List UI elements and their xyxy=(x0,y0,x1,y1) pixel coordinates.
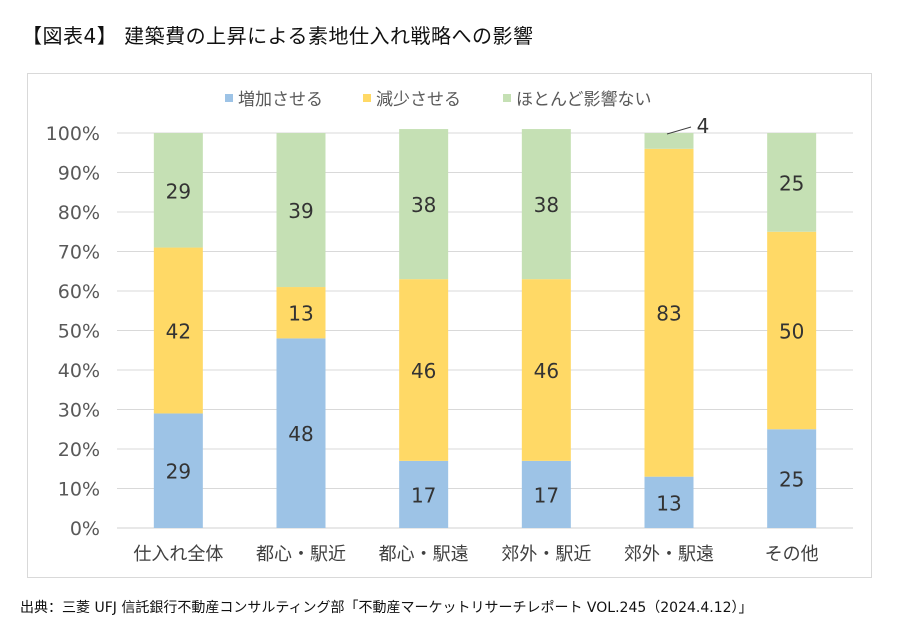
bar-segment xyxy=(399,460,449,528)
y-tick-label: 10% xyxy=(58,479,100,501)
y-tick-label: 20% xyxy=(58,439,100,461)
y-tick-label: 60% xyxy=(58,281,100,303)
data-label: 39 xyxy=(288,199,313,223)
data-label: 46 xyxy=(411,359,436,383)
x-category-label: 都心・駅近 xyxy=(256,544,346,565)
data-label: 38 xyxy=(534,193,559,217)
data-label: 38 xyxy=(411,193,436,217)
data-label: 4 xyxy=(697,114,710,138)
data-label-leader xyxy=(666,126,692,135)
data-label: 29 xyxy=(166,179,191,203)
source-note: 出典：三菱 UFJ 信託銀行不動産コンサルティング部「不動産マーケットリサーチレ… xyxy=(20,600,753,616)
bar-segment xyxy=(644,148,694,477)
y-tick-label: 50% xyxy=(58,321,100,343)
x-category-label: 都心・駅遠 xyxy=(379,544,469,565)
legend-label: ほとんど影響ない xyxy=(516,90,652,110)
bar-segment xyxy=(153,247,203,414)
chart-frame xyxy=(27,73,872,578)
bar-segment xyxy=(399,129,449,280)
bar-segment xyxy=(521,129,571,280)
x-category-label: その他 xyxy=(765,544,819,565)
y-tick-label: 40% xyxy=(58,360,100,382)
data-label: 13 xyxy=(656,491,681,515)
bar-segment xyxy=(153,413,203,528)
legend-item: 増加させる xyxy=(225,90,323,110)
gridlines xyxy=(117,132,853,529)
legend-swatch xyxy=(503,94,511,102)
data-label: 17 xyxy=(534,483,559,507)
y-tick-label: 70% xyxy=(58,242,100,264)
bars xyxy=(153,129,817,528)
bar-segment xyxy=(399,279,449,461)
bar-segment xyxy=(521,460,571,528)
y-axis-ticks: 0% 10% 20% 30% 40% 50% 60% 70% 80% 90% 100% xyxy=(46,123,100,540)
legend-label: 増加させる xyxy=(238,90,323,110)
bar-segment xyxy=(644,476,694,528)
bar-segment xyxy=(276,338,326,528)
legend-item: ほとんど影響ない xyxy=(503,90,652,110)
y-tick-label: 0% xyxy=(70,518,100,540)
bar-segment xyxy=(767,231,817,430)
y-tick-label: 90% xyxy=(58,163,100,185)
y-tick-label: 30% xyxy=(58,400,100,422)
bar-segment xyxy=(276,133,326,288)
data-label: 25 xyxy=(779,171,804,195)
chart-title: 【図表4】 建築費の上昇による素地仕入れ戦略への影響 xyxy=(22,24,534,48)
x-category-label: 郊外・駅近 xyxy=(501,544,591,565)
legend: 増加させる 減少させる ほとんど影響ない xyxy=(225,90,652,110)
bar-segment xyxy=(767,429,817,528)
legend-swatch xyxy=(225,94,233,102)
x-category-label: 仕入れ全体 xyxy=(133,544,223,565)
legend-item: 減少させる xyxy=(363,90,461,110)
bar-segment xyxy=(153,133,203,248)
legend-swatch xyxy=(363,94,371,102)
y-tick-label: 100% xyxy=(46,123,100,145)
data-label: 48 xyxy=(288,422,313,446)
data-label: 50 xyxy=(779,320,804,344)
bar-segment xyxy=(521,279,571,461)
y-tick-label: 80% xyxy=(58,202,100,224)
data-label: 83 xyxy=(656,302,681,326)
data-label: 25 xyxy=(779,468,804,492)
bar-segment xyxy=(276,287,326,339)
x-axis-labels: 仕入れ全体 都心・駅近 都心・駅遠 郊外・駅近 郊外・駅遠 その他 xyxy=(133,544,818,565)
data-label: 29 xyxy=(166,460,191,484)
data-label: 46 xyxy=(534,359,559,383)
legend-label: 減少させる xyxy=(376,90,461,110)
data-label: 13 xyxy=(288,302,313,326)
data-label: 17 xyxy=(411,483,436,507)
bar-segment xyxy=(767,133,817,232)
data-label: 42 xyxy=(166,320,191,344)
bar-segment xyxy=(644,133,694,149)
data-labels: 29 42 29 48 13 39 17 46 38 17 46 38 13 83 4 25 50 25 xyxy=(166,114,805,515)
x-category-label: 郊外・駅遠 xyxy=(624,544,714,565)
